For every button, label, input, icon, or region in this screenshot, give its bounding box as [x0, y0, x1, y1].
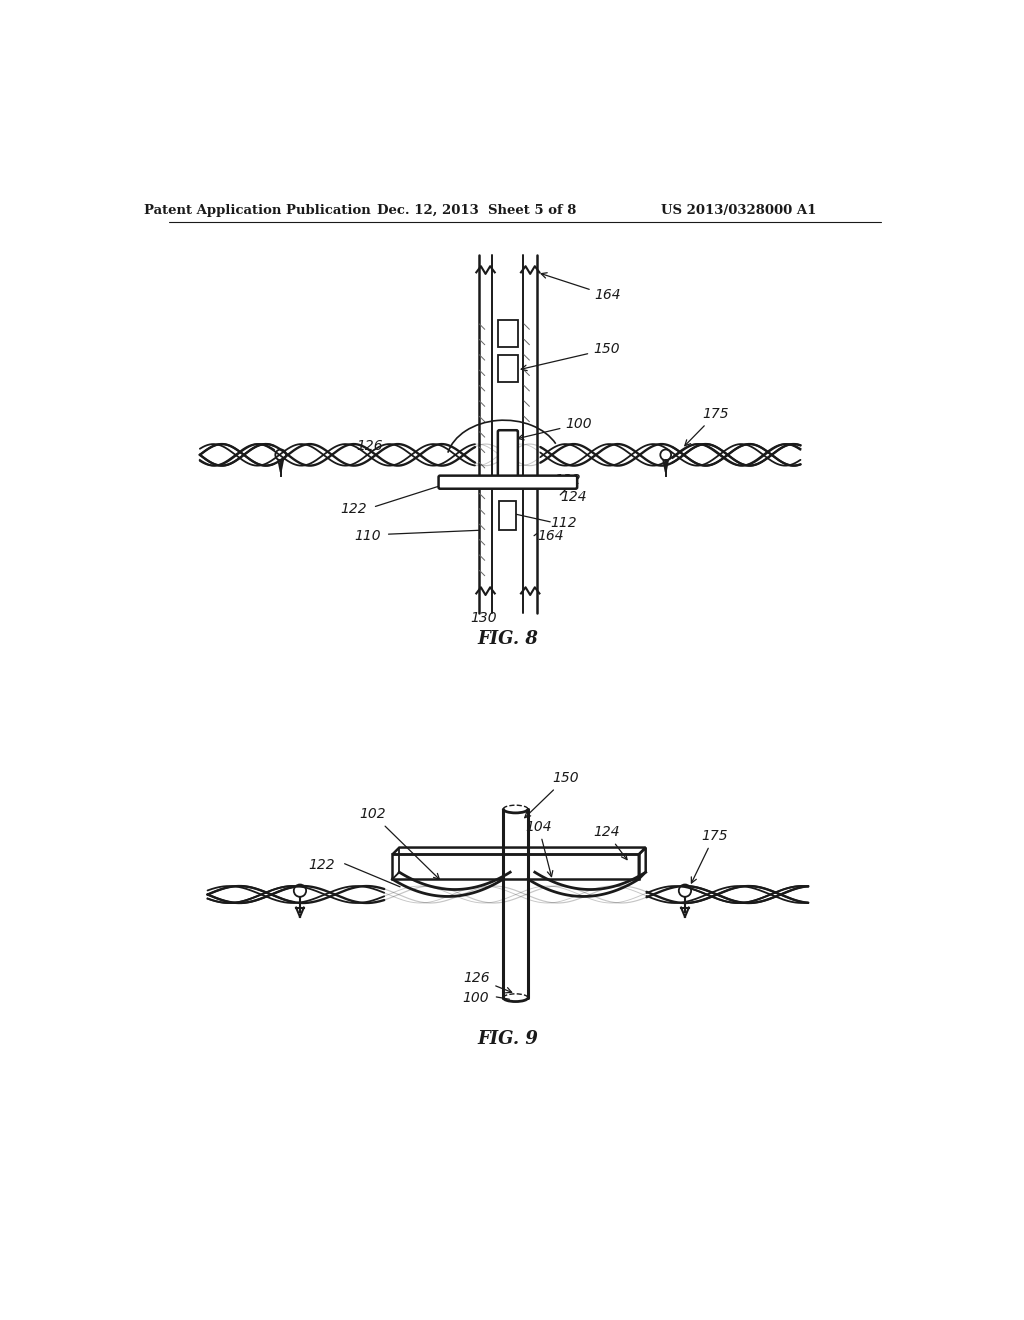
Text: 124: 124	[560, 490, 587, 504]
Text: Patent Application Publication: Patent Application Publication	[144, 205, 371, 218]
Text: 122: 122	[308, 858, 335, 873]
Text: 164: 164	[537, 529, 563, 544]
Text: 112: 112	[550, 516, 577, 529]
Text: 175: 175	[685, 407, 729, 446]
FancyBboxPatch shape	[498, 430, 518, 479]
Text: 150: 150	[524, 771, 579, 817]
Bar	[498, 321, 518, 347]
Text: Dec. 12, 2013  Sheet 5 of 8: Dec. 12, 2013 Sheet 5 of 8	[378, 205, 577, 218]
Text: 110: 110	[354, 529, 381, 543]
Text: 164: 164	[541, 273, 622, 302]
Text: 175: 175	[691, 829, 727, 883]
FancyBboxPatch shape	[438, 475, 578, 488]
Text: FIG. 9: FIG. 9	[477, 1030, 539, 1048]
Text: 122: 122	[341, 502, 368, 516]
Text: 100: 100	[462, 991, 488, 1005]
Text: US 2013/0328000 A1: US 2013/0328000 A1	[662, 205, 816, 218]
Text: 150: 150	[521, 342, 620, 371]
Bar	[500, 502, 516, 531]
Text: FIG. 8: FIG. 8	[477, 630, 539, 648]
Text: 126: 126	[356, 438, 383, 453]
Bar	[498, 355, 518, 381]
Text: 126: 126	[464, 972, 512, 993]
Text: 104: 104	[525, 820, 553, 876]
Text: 124: 124	[593, 825, 627, 859]
Text: 132: 132	[555, 474, 582, 487]
Text: 100: 100	[518, 417, 592, 440]
Text: 102: 102	[359, 808, 439, 879]
Text: 130: 130	[470, 611, 497, 626]
